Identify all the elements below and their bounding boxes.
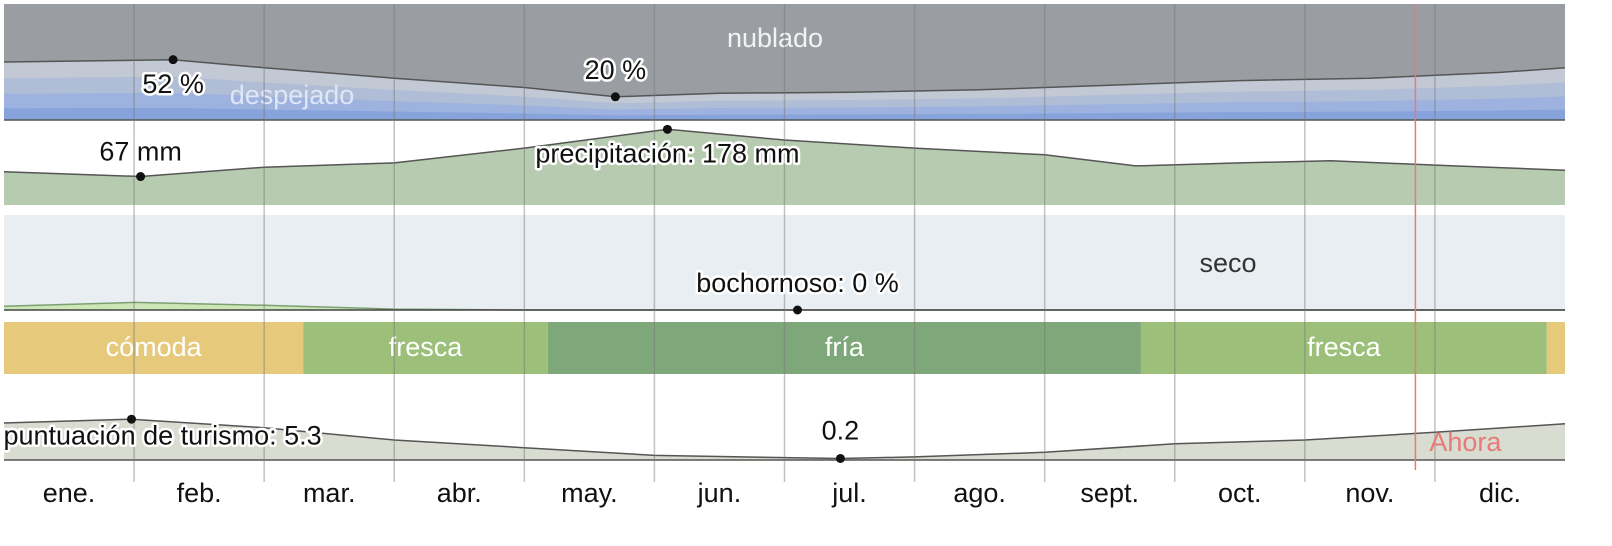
annotation-dot bbox=[610, 92, 620, 102]
annotation-dot bbox=[835, 453, 845, 463]
temperature-segment bbox=[303, 322, 548, 374]
annotation-label: puntuación de turismo: 5.3 bbox=[3, 420, 321, 450]
month-label: sept. bbox=[1080, 478, 1139, 508]
annotation-label: bochornoso: 0 % bbox=[696, 268, 899, 298]
temperature-label: fresca bbox=[1307, 332, 1382, 362]
annotation-label: precipitación: 178 mm bbox=[535, 138, 799, 168]
annotation-dot bbox=[662, 124, 672, 134]
month-label: dic. bbox=[1479, 478, 1521, 508]
clouds-line bbox=[3, 58, 1566, 98]
annotation-dot bbox=[126, 414, 136, 424]
annotation-dot bbox=[793, 305, 803, 315]
month-label: feb. bbox=[177, 478, 222, 508]
month-label: jun. bbox=[697, 478, 742, 508]
precipitation-line bbox=[3, 128, 1566, 178]
month-label: mar. bbox=[303, 478, 356, 508]
temperature-label: fría bbox=[825, 332, 865, 362]
cloudy-label: nublado bbox=[727, 23, 823, 53]
month-label: may. bbox=[561, 478, 618, 508]
annotation-dot bbox=[168, 55, 178, 65]
month-label: nov. bbox=[1345, 478, 1394, 508]
temperature-segment bbox=[4, 322, 304, 374]
temperature-segment bbox=[1140, 322, 1547, 374]
annotation-label: 0.2 bbox=[822, 416, 860, 446]
cloud-shade bbox=[4, 107, 1565, 120]
month-label: ago. bbox=[953, 478, 1006, 508]
annotation-dot bbox=[136, 172, 146, 182]
month-label: oct. bbox=[1218, 478, 1262, 508]
dry-label: seco bbox=[1199, 248, 1256, 278]
temperature-segment bbox=[1546, 322, 1565, 374]
now-label: Ahora bbox=[1429, 427, 1502, 457]
month-label: jul. bbox=[831, 478, 867, 508]
temperature-label: fresca bbox=[389, 332, 464, 362]
temperature-segment bbox=[547, 322, 1141, 374]
month-label: abr. bbox=[437, 478, 482, 508]
temperature-label: cómoda bbox=[106, 332, 203, 362]
precipitation-area bbox=[4, 129, 1565, 205]
tourism-area bbox=[4, 419, 1565, 460]
annotation-label: 52 % bbox=[142, 69, 204, 99]
annotation-label: 67 mm bbox=[99, 137, 182, 167]
humidity-band bbox=[4, 215, 1565, 310]
clear-label: despejado bbox=[230, 80, 355, 110]
month-label: ene. bbox=[43, 478, 96, 508]
annotation-label: 20 % bbox=[585, 55, 647, 85]
